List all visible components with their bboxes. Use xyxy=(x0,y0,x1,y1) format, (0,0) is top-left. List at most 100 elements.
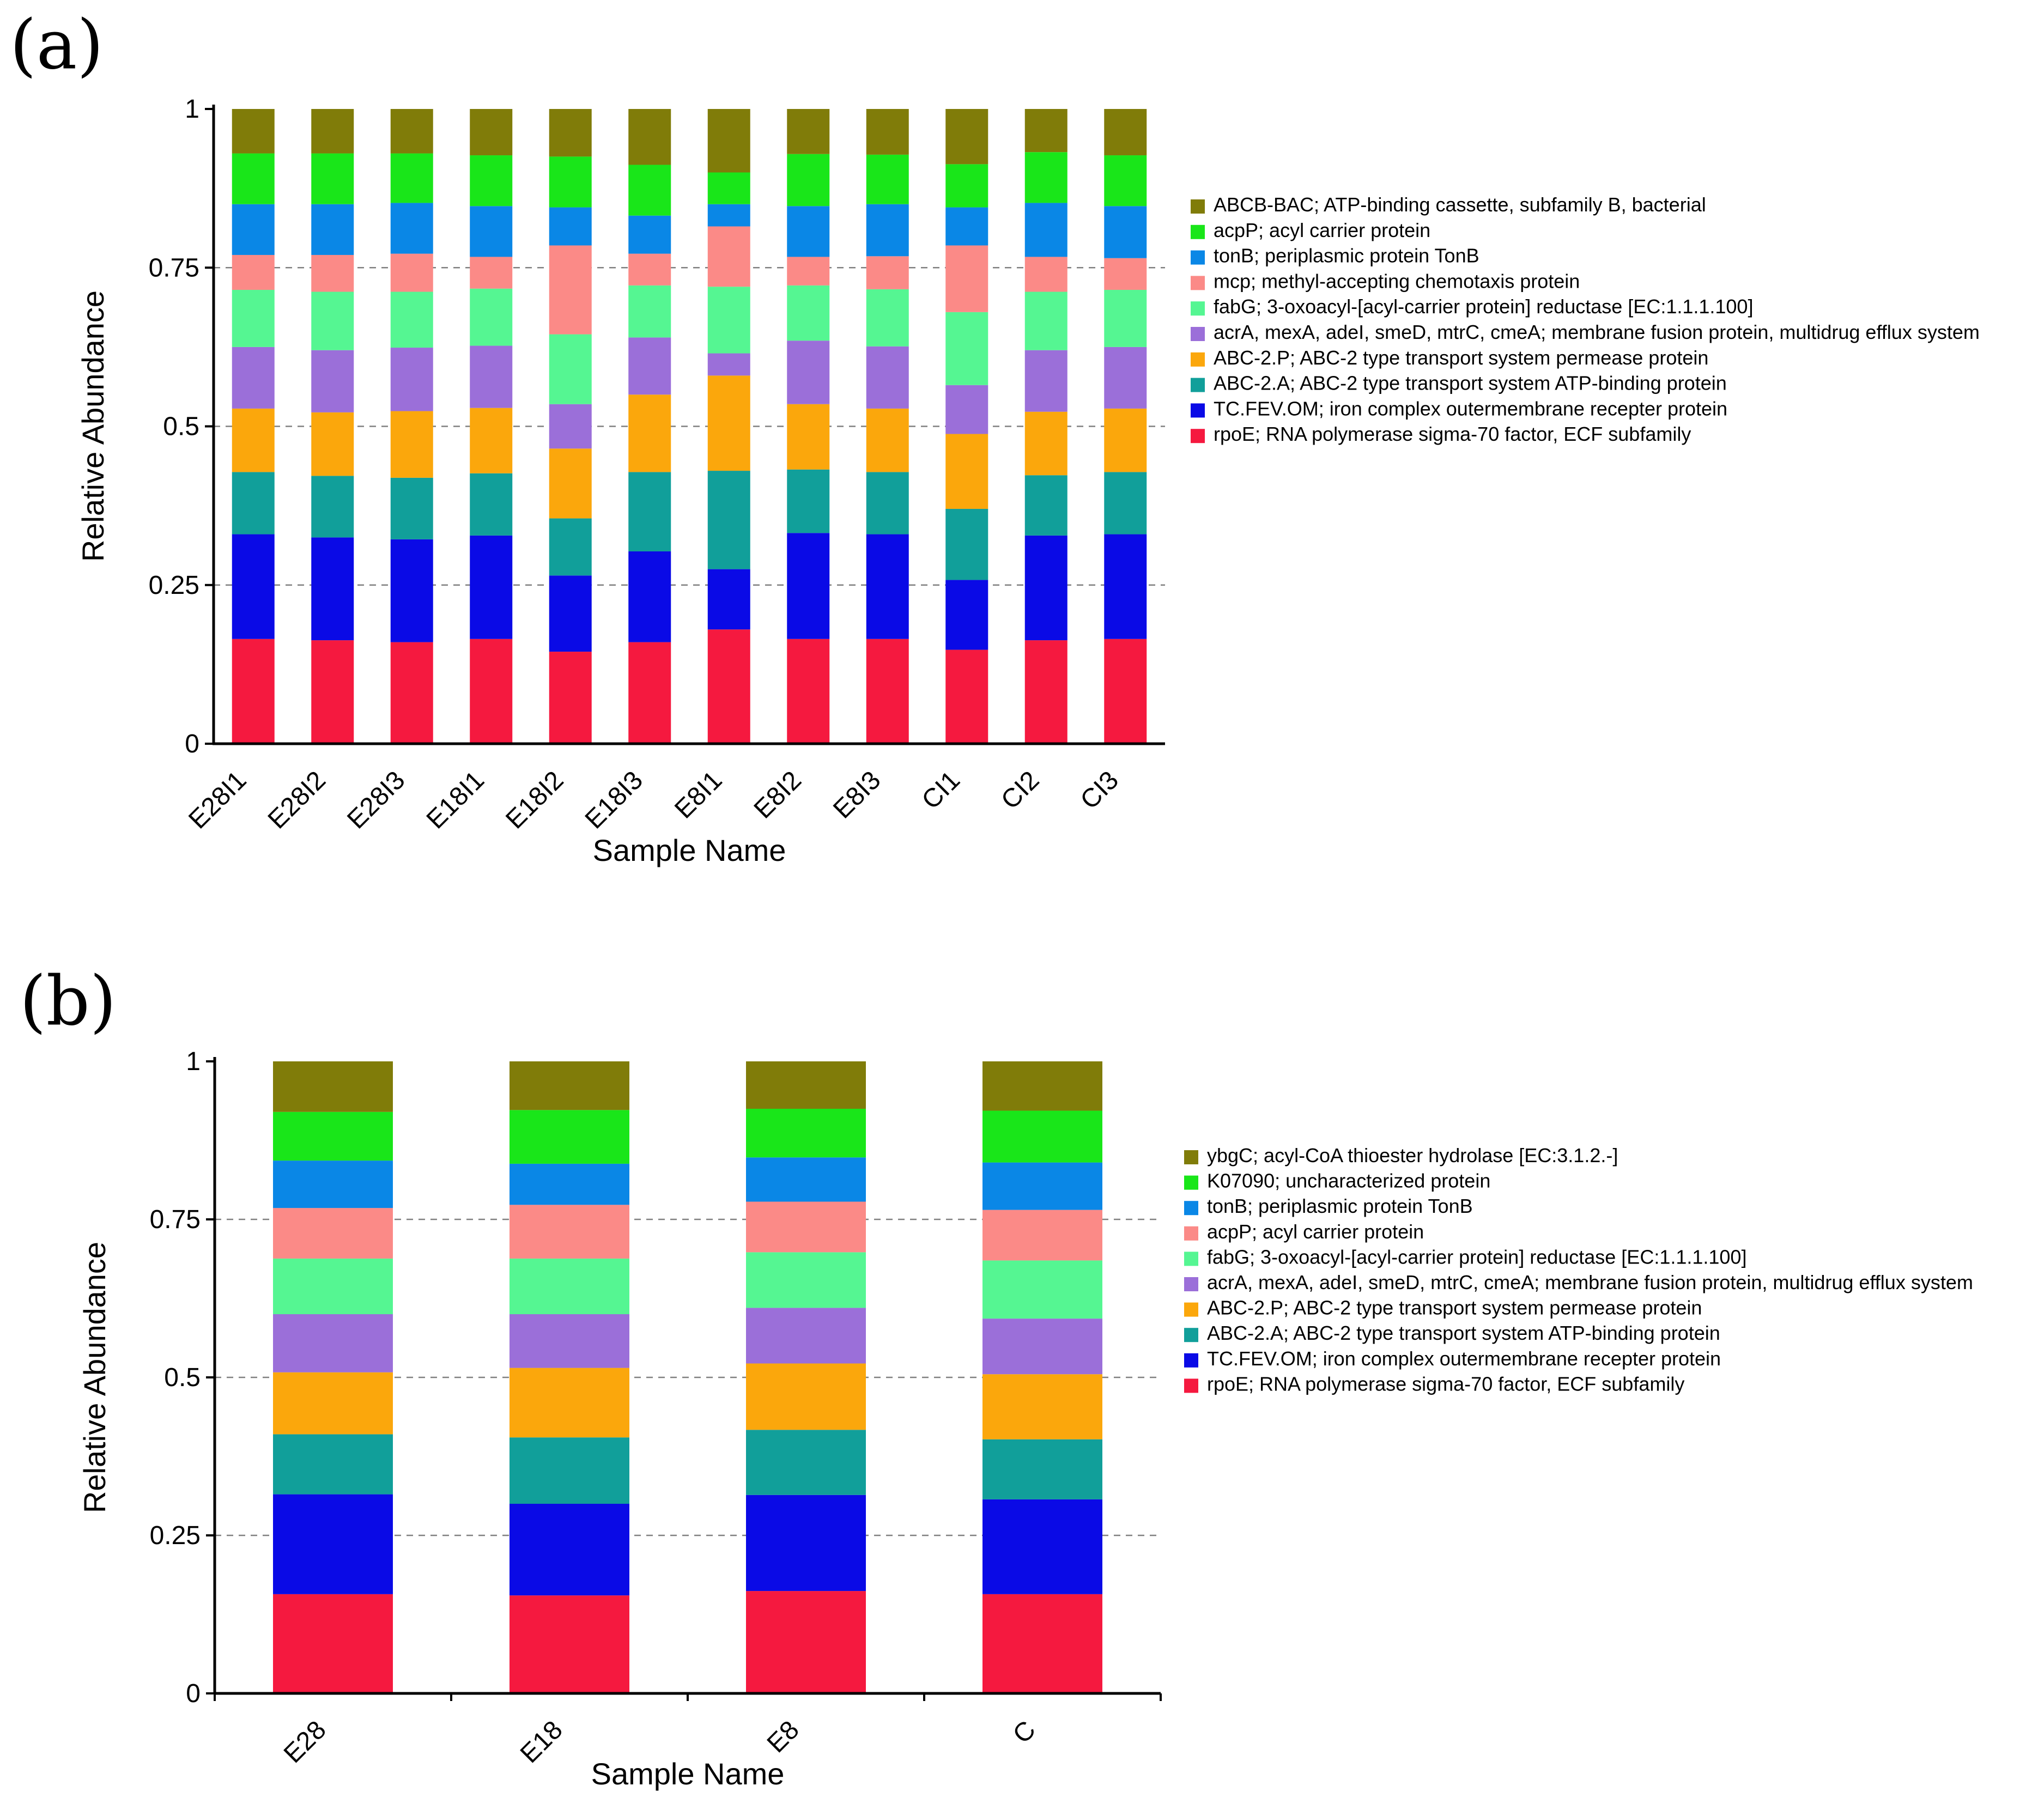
bar-segment xyxy=(945,649,988,744)
bar-segment xyxy=(273,1061,393,1112)
legend-swatch xyxy=(1191,224,1205,239)
bar-segment xyxy=(707,226,750,287)
bar-segment xyxy=(866,408,909,472)
legend-entry: mcp; methyl-accepting chemotaxis protein xyxy=(1214,270,1580,292)
bar-segment xyxy=(470,473,513,536)
bar-segment xyxy=(390,153,433,203)
bar-segment xyxy=(1024,152,1068,203)
panel-label: (a) xyxy=(10,5,104,84)
legend-entry: rpoE; RNA polymerase sigma-70 factor, EC… xyxy=(1214,423,1691,445)
bar-segment xyxy=(628,285,671,338)
bar-segment xyxy=(866,204,909,257)
legend-entry: TC.FEV.OM; iron complex outermembrane re… xyxy=(1207,1347,1721,1370)
y-tick-label: 0.75 xyxy=(150,1205,201,1234)
bar-segment xyxy=(311,537,354,641)
bar-segment xyxy=(273,1258,393,1314)
legend-entry: TC.FEV.OM; iron complex outermembrane re… xyxy=(1214,397,1727,420)
bar-segment xyxy=(311,350,354,412)
bar-segment xyxy=(510,1205,629,1259)
bar-segment xyxy=(311,153,354,204)
bar-segment xyxy=(390,539,433,642)
bar-segment xyxy=(707,172,750,204)
bar-segment xyxy=(628,215,671,254)
bar-segment xyxy=(311,640,354,744)
bar-segment xyxy=(982,1319,1102,1375)
bar-segment xyxy=(866,639,909,744)
legend: ABCB-BAC; ATP-binding cassette, subfamil… xyxy=(1191,193,1980,445)
bar-segment xyxy=(746,1109,866,1158)
bar-segment xyxy=(232,153,275,204)
bar-segment xyxy=(470,155,513,206)
bar-segment xyxy=(628,394,671,472)
bar-segment xyxy=(746,1363,866,1430)
bar-segment xyxy=(390,203,433,254)
bar-segment xyxy=(945,312,988,385)
bar-segment xyxy=(1104,408,1147,472)
legend-entry: ABCB-BAC; ATP-binding cassette, subfamil… xyxy=(1214,193,1706,216)
legend-entry: rpoE; RNA polymerase sigma-70 factor, EC… xyxy=(1207,1372,1684,1395)
bar-segment xyxy=(549,575,592,652)
bar-segment xyxy=(707,569,750,630)
legend-swatch xyxy=(1191,301,1205,316)
bar-segment xyxy=(1024,291,1068,350)
bar-segment xyxy=(982,1061,1102,1111)
bar-segment xyxy=(390,642,433,744)
bar-segment xyxy=(549,404,592,449)
bar-segment xyxy=(866,534,909,639)
bar-segment xyxy=(707,353,750,376)
bar-segment xyxy=(787,404,830,470)
bar-segment xyxy=(273,1111,393,1161)
bar-segment xyxy=(1104,258,1147,290)
bar-segment xyxy=(982,1374,1102,1439)
legend-swatch xyxy=(1191,403,1205,418)
bar-segment xyxy=(787,533,830,639)
y-tick-label: 0.25 xyxy=(149,571,199,600)
bar-segment xyxy=(628,109,671,165)
bar-segment xyxy=(510,1504,629,1596)
bar-segment xyxy=(470,535,513,639)
y-tick-label: 1 xyxy=(186,1047,201,1076)
bar-segment xyxy=(510,1437,629,1504)
bar-segment xyxy=(746,1252,866,1308)
bar-segment xyxy=(311,204,354,255)
bar-segment xyxy=(549,334,592,404)
bar-segment xyxy=(707,287,750,354)
bar-segment xyxy=(510,1314,629,1368)
bar-segment xyxy=(746,1201,866,1253)
legend-entry: tonB; periplasmic protein TonB xyxy=(1214,245,1479,267)
legend-entry: acpP; acyl carrier protein xyxy=(1207,1220,1424,1243)
bar-segment xyxy=(1104,534,1147,639)
legend-swatch xyxy=(1184,1277,1198,1291)
bar-segment xyxy=(232,204,275,255)
bar-segment xyxy=(707,629,750,744)
bar-segment xyxy=(866,346,909,409)
bar-segment xyxy=(273,1161,393,1208)
legend-swatch xyxy=(1191,327,1205,341)
bar-segment xyxy=(787,341,830,404)
bar-segment xyxy=(510,1061,629,1110)
bar-segment xyxy=(232,347,275,409)
bar-segment xyxy=(273,1208,393,1259)
bar-segment xyxy=(746,1061,866,1109)
bar-segment xyxy=(945,434,988,509)
legend-swatch xyxy=(1191,276,1205,290)
bar-segment xyxy=(1024,535,1068,641)
bar-segment xyxy=(628,165,671,216)
bar-segment xyxy=(549,448,592,519)
bar-segment xyxy=(945,245,988,312)
legend-swatch xyxy=(1184,1252,1198,1266)
y-tick-label: 0.75 xyxy=(149,253,199,282)
bar-segment xyxy=(1104,472,1147,534)
legend-entry: acrA, mexA, adeI, smeD, mtrC, cmeA; memb… xyxy=(1214,321,1980,343)
bar-segment xyxy=(982,1162,1102,1210)
bar-segment xyxy=(945,385,988,434)
legend-entry: fabG; 3-oxoacyl-[acyl-carrier protein] r… xyxy=(1214,295,1753,318)
bar-segment xyxy=(628,337,671,395)
legend: ybgC; acyl-CoA thioester hydrolase [EC:3… xyxy=(1184,1144,1973,1395)
legend-swatch xyxy=(1191,429,1205,444)
bar-segment xyxy=(1104,290,1147,347)
legend-swatch xyxy=(1184,1328,1198,1343)
bar-segment xyxy=(787,206,830,257)
bar-segment xyxy=(707,109,750,173)
bar-segment xyxy=(746,1430,866,1495)
